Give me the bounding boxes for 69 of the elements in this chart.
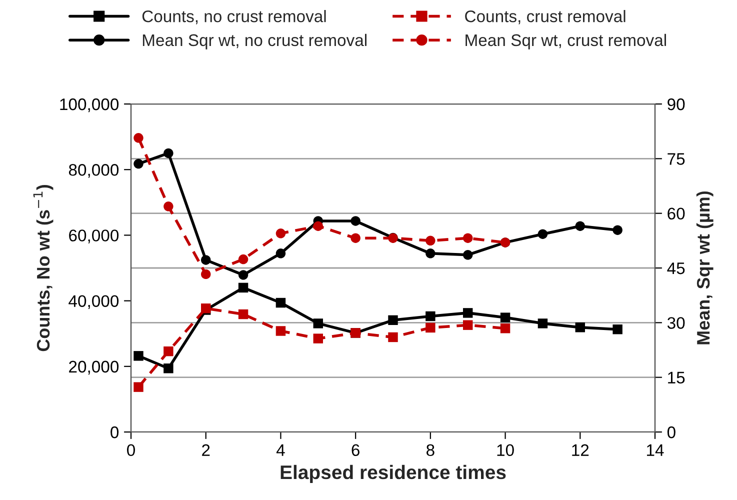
point	[612, 225, 622, 235]
y-tick-label: 20,000	[69, 360, 119, 375]
point	[276, 298, 286, 308]
x-tick-label: 14	[647, 444, 664, 456]
point	[238, 309, 248, 320]
point	[500, 312, 510, 322]
point	[276, 248, 286, 258]
point	[276, 228, 286, 238]
legend-label: Counts, no crust removal	[142, 10, 326, 24]
point	[575, 322, 586, 332]
legend-label: Counts, crust removal	[465, 10, 626, 24]
point	[164, 364, 174, 374]
point	[426, 236, 436, 246]
point	[426, 248, 436, 258]
point	[500, 323, 510, 334]
x-tick-label: 4	[276, 444, 285, 456]
point	[462, 250, 473, 260]
point	[276, 326, 286, 336]
point	[388, 315, 398, 326]
point	[238, 282, 248, 293]
point	[462, 320, 473, 330]
y-tick-label: 60,000	[69, 230, 119, 244]
x-axis-title: Elapsed residence times	[280, 464, 506, 484]
y2-tick-label: 60	[668, 208, 685, 220]
point	[134, 133, 144, 143]
point	[164, 148, 174, 158]
point	[426, 322, 436, 333]
x-tick-label: 10	[497, 444, 514, 456]
point	[200, 269, 211, 280]
y-tick-label: 0	[110, 426, 119, 438]
y2-tick-label: 0	[667, 426, 676, 438]
x-tick-label: 12	[572, 444, 589, 456]
point	[164, 202, 174, 212]
point	[612, 324, 622, 334]
point	[164, 346, 174, 356]
x-tick-label: 0	[127, 444, 135, 456]
point	[134, 158, 144, 169]
y2-tick-label: 90	[668, 98, 685, 110]
point	[462, 308, 473, 318]
point	[538, 318, 548, 328]
x-tick-label: 6	[352, 444, 360, 456]
y2-axis-title: Mean, Sqr wt (µm)	[696, 191, 714, 344]
point	[426, 311, 436, 322]
point	[350, 233, 360, 243]
point	[200, 255, 211, 265]
point	[313, 221, 324, 231]
point	[538, 229, 548, 239]
x-tick-label: 8	[426, 444, 434, 456]
legend-label: Mean Sqr wt, crust removal	[466, 34, 666, 50]
point	[388, 332, 398, 342]
y-tick-label: 40,000	[68, 295, 119, 309]
y-axis-title: Counts, No wt (s$^{−1}$)	[33, 185, 54, 352]
point	[462, 233, 473, 243]
legend-label: Mean Sqr wt, no crust removal	[142, 34, 366, 50]
point	[238, 270, 248, 280]
point	[134, 382, 144, 392]
point	[313, 334, 324, 344]
y-tick-label: 80,000	[68, 164, 119, 178]
y2-tick-label: 75	[668, 153, 685, 165]
point	[350, 216, 360, 226]
y2-tick-label: 30	[667, 317, 685, 329]
point	[134, 351, 144, 361]
y2-tick-label: 45	[667, 262, 685, 274]
point	[313, 318, 324, 328]
point	[238, 254, 248, 264]
y2-tick-label: 15	[668, 372, 685, 384]
x-tick-label: 2	[202, 444, 210, 456]
point	[575, 221, 586, 231]
y-tick-label: 100,000	[60, 98, 119, 112]
